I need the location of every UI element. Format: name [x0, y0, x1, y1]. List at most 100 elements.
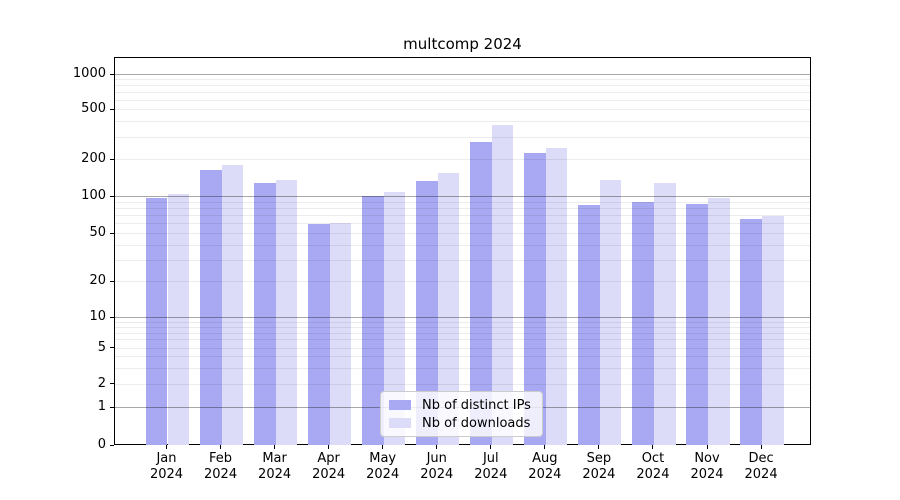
x-axis-tick-label: Feb 2024	[191, 451, 251, 483]
y-axis-tick	[110, 158, 114, 160]
bar-downloads-jan	[167, 193, 190, 445]
y-axis-tick	[110, 316, 114, 318]
x-axis-tick-label-line: Jun	[426, 451, 447, 466]
bar-downloads-apr	[329, 222, 352, 445]
plot-area	[114, 57, 811, 445]
x-axis-tick-label-line: 2024	[474, 467, 508, 482]
x-axis-tick-label-line: Mar	[262, 451, 287, 466]
x-axis-tick-label-line: 2024	[528, 467, 562, 482]
legend-item-distinct-ips: Nb of distinct IPs	[389, 398, 534, 413]
x-axis-tick	[274, 445, 276, 449]
y-axis-tick	[110, 406, 114, 408]
x-axis-tick	[436, 445, 438, 449]
x-axis-tick-label-line: Jan	[156, 451, 177, 466]
x-axis-tick-label: Dec 2024	[731, 451, 791, 483]
y-axis-tick-label: 10	[89, 309, 106, 324]
x-axis-tick-label-line: Feb	[209, 451, 233, 466]
x-axis-tick-label: Mar 2024	[245, 451, 305, 483]
x-axis-tick-label-line: Jul	[482, 451, 499, 466]
chart-title: multcomp 2024	[403, 35, 522, 53]
y-axis-tick	[110, 232, 114, 234]
bar-downloads-nov	[708, 197, 730, 445]
bar-downloads-may	[383, 192, 406, 445]
x-axis-tick	[652, 445, 654, 449]
x-axis-tick-label-line: 2024	[258, 467, 292, 482]
x-axis-tick	[166, 445, 167, 449]
x-axis-tick-label: Jul 2024	[461, 451, 521, 483]
x-axis-tick	[328, 445, 330, 449]
x-axis-tick-label-line: 2024	[366, 467, 400, 482]
x-axis-tick	[220, 445, 222, 449]
bar-distinct-ips-apr	[308, 224, 330, 445]
bar-distinct-ips-aug	[524, 152, 546, 445]
x-axis-tick	[598, 445, 600, 449]
y-axis-tick	[110, 195, 114, 197]
y-axis-tick	[110, 280, 114, 282]
x-axis-tick	[706, 445, 708, 449]
legend-swatch-distinct-ips-icon	[389, 400, 411, 410]
bar-distinct-ips-sep	[578, 205, 600, 445]
bar-downloads-dec	[762, 216, 784, 445]
legend-label-downloads: Nb of downloads	[422, 415, 531, 431]
x-axis-tick-label: Aug 2024	[515, 451, 575, 483]
y-axis-tick-label: 1000	[72, 66, 106, 81]
bar-distinct-ips-dec	[740, 219, 763, 445]
y-axis-tick	[110, 347, 114, 348]
x-axis-tick-label-line: May	[369, 451, 397, 466]
bar-distinct-ips-feb	[199, 169, 222, 445]
y-axis-tick-label: 20	[89, 273, 106, 288]
bar-downloads-sep	[599, 180, 622, 445]
x-axis-tick-label-line: 2024	[312, 467, 346, 482]
x-axis-tick-label: Sep 2024	[569, 451, 629, 483]
x-axis-tick-label-line: 2024	[582, 467, 616, 482]
bar-distinct-ips-jan	[145, 197, 168, 445]
bar-downloads-jul	[491, 124, 514, 445]
bar-distinct-ips-may	[362, 196, 384, 445]
x-axis-tick-label-line: Sep	[586, 451, 612, 466]
bar-downloads-oct	[653, 182, 676, 445]
legend-label-distinct-ips: Nb of distinct IPs	[422, 397, 531, 413]
legend-swatch-downloads-icon	[389, 418, 411, 428]
x-axis-tick-label: Nov 2024	[677, 451, 737, 483]
bar-downloads-feb	[221, 164, 244, 445]
y-axis-tick-label: 100	[81, 188, 106, 203]
x-axis-tick-label-line: Aug	[532, 451, 558, 466]
x-axis-tick-label: Jun 2024	[407, 451, 467, 483]
legend: Nb of distinct IPs Nb of downloads	[380, 391, 543, 437]
x-axis-tick-label-line: Dec	[748, 451, 774, 466]
y-axis-tick	[110, 108, 114, 110]
y-axis-tick-label: 1	[97, 399, 106, 414]
bar-downloads-aug	[545, 148, 568, 445]
y-axis-tick-label: 200	[81, 151, 106, 166]
bar-distinct-ips-oct	[632, 202, 654, 445]
x-axis-tick	[490, 445, 492, 449]
x-axis-tick	[382, 445, 384, 449]
x-axis-tick-label-line: 2024	[149, 467, 184, 482]
bars-layer	[115, 58, 810, 445]
y-axis-tick-label: 0	[97, 437, 106, 452]
y-axis-tick-label: 500	[81, 101, 106, 116]
x-axis-tick-label: Oct 2024	[623, 451, 683, 483]
x-axis-tick-label-line: Apr	[317, 451, 340, 466]
x-axis-tick-label-line: 2024	[636, 467, 670, 482]
legend-item-downloads: Nb of downloads	[389, 416, 534, 431]
y-axis-tick-label: 50	[89, 225, 106, 240]
x-axis-tick-label-line: 2024	[744, 467, 778, 482]
y-axis-tick-label: 5	[97, 339, 106, 355]
y-axis-tick	[110, 383, 114, 384]
y-axis-tick	[110, 444, 114, 446]
x-axis-tick	[544, 445, 546, 449]
x-axis-tick-label-line: 2024	[690, 467, 724, 482]
x-axis-tick-label: Apr 2024	[299, 451, 359, 483]
x-axis-tick-label: May 2024	[353, 451, 413, 483]
y-axis-tick	[110, 73, 114, 75]
x-axis-tick-label-line: 2024	[204, 467, 238, 482]
bar-distinct-ips-nov	[686, 204, 708, 445]
bar-distinct-ips-jul	[470, 142, 492, 445]
bar-downloads-mar	[275, 180, 298, 445]
bar-downloads-jun	[437, 172, 460, 445]
x-axis-tick-label-line: 2024	[420, 467, 454, 482]
y-axis-tick-label: 2	[97, 375, 106, 391]
x-axis-tick-label-line: Oct	[641, 451, 665, 466]
